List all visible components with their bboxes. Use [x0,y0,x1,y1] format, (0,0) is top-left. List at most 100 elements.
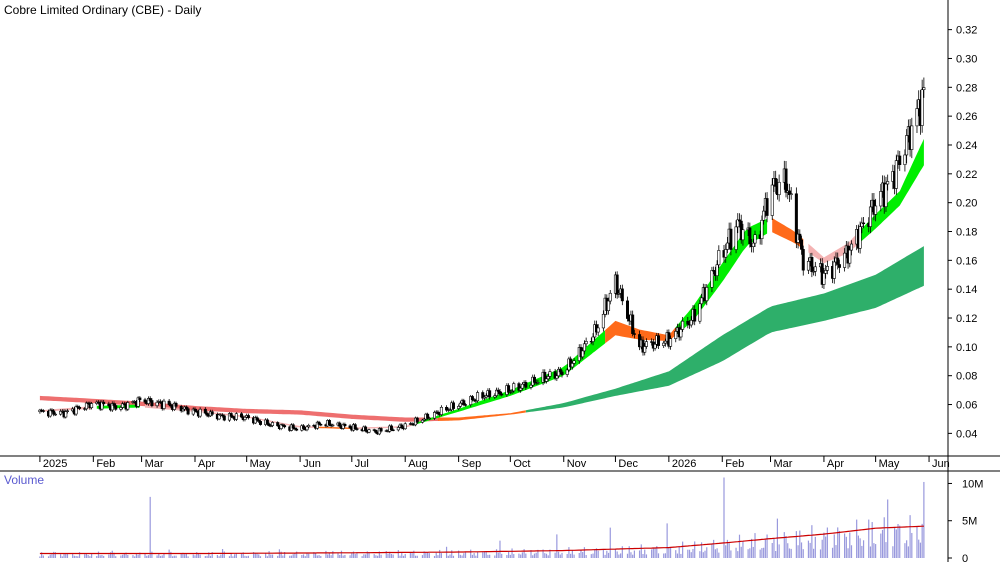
candle [565,368,569,378]
candle-body [121,403,125,408]
candle [159,399,163,405]
candle-body [265,419,269,425]
candle [281,423,285,427]
candle [445,405,449,412]
candle [572,357,576,366]
candle [439,405,443,417]
candle [184,405,188,411]
candle-body [620,288,624,302]
candle-body [457,406,461,409]
candle-body [353,424,357,430]
candle-body [700,297,704,305]
x-tick-label: Oct [513,458,530,470]
y-tick-label: 0.24 [956,140,977,152]
candle [276,421,280,427]
candle [174,401,178,409]
candle-body [279,424,283,429]
candle [420,418,424,424]
candle [427,416,431,420]
candle [689,316,693,328]
volume-panel [39,477,925,558]
candle-body [167,400,171,405]
candle [400,423,404,430]
candle-body [543,371,547,382]
candle-body [78,406,82,409]
candle [169,402,173,409]
chart-title: Cobre Limited Ordinary (CBE) - Daily [4,3,201,17]
x-tick-label: Apr [827,458,844,470]
candle-body [724,249,728,258]
candle-body [210,411,214,415]
candle [179,404,183,413]
candle [843,248,847,272]
candle-body [641,339,645,353]
candle-body [59,410,63,415]
candle-body [910,125,914,150]
candle [496,387,500,394]
candle-body [148,398,152,401]
candle-body [837,264,841,268]
candle-body [53,413,57,416]
candle [138,396,142,403]
candle [868,200,872,234]
candle [777,174,781,202]
candle [674,327,678,343]
candle-body [905,135,909,156]
candle-body [572,360,576,364]
candle-body [195,410,199,413]
candle [481,390,485,400]
candle [724,243,728,263]
candle-body [922,87,926,90]
candle [240,412,244,419]
candle-body [403,423,407,430]
candle [305,425,309,432]
candle-body [689,319,693,326]
candle [396,425,400,432]
candle-body [276,422,280,427]
candle-body [48,409,52,417]
candle-body [557,368,561,377]
candle [295,427,299,432]
candle-body [150,400,154,407]
candle-body [822,273,826,285]
candle [601,310,605,332]
candle [751,238,755,253]
candle [102,400,106,407]
candle-body [886,181,890,185]
candle-body [217,414,221,420]
candle [476,390,480,403]
candle [582,340,586,355]
candle [813,261,817,277]
candle [291,423,295,430]
candle-body [240,413,244,418]
candle [110,401,114,412]
candle [457,404,461,411]
candle [741,223,745,246]
candle [343,422,347,428]
candle-body [439,406,443,415]
candle-body [868,206,872,227]
candle [50,408,54,413]
candle-body [484,395,488,398]
y-tick-label: 0.30 [956,53,977,65]
candle [181,407,185,413]
candle-body [462,400,466,405]
candle-body [400,424,404,429]
candle [114,403,118,411]
candle [681,316,685,332]
candle-body [517,383,521,391]
candle-body [102,401,106,405]
candle-body [436,411,440,415]
candle [203,407,207,415]
candle [279,423,283,431]
y-tick-label: 0.14 [956,284,977,296]
candle-body [138,397,142,401]
candle [884,176,888,213]
candle-body [470,396,474,400]
candle-body [569,358,573,368]
candle-body [762,210,766,221]
candle [800,235,804,255]
candle-body [836,257,840,265]
